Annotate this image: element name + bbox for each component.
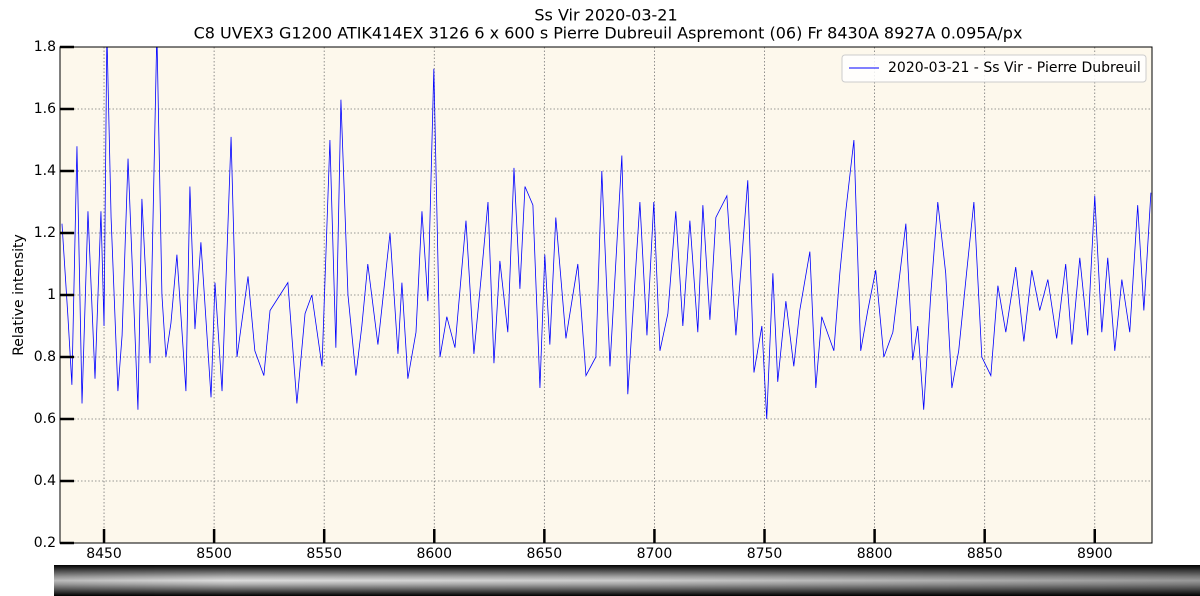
y-tick-label: 0.8 xyxy=(34,349,56,365)
x-tick-label: 8900 xyxy=(1077,546,1113,562)
y-axis-label: Relative intensity xyxy=(11,234,27,356)
x-tick-label: 8550 xyxy=(306,546,342,562)
chart-title: Ss Vir 2020-03-21 xyxy=(534,6,677,25)
x-tick-label: 8650 xyxy=(527,546,563,562)
y-tick-label: 1 xyxy=(47,287,56,303)
x-tick-label: 8850 xyxy=(967,546,1003,562)
spectrum-strip xyxy=(54,565,1200,596)
y-tick-label: 0.6 xyxy=(34,411,56,427)
x-tick-label: 8700 xyxy=(637,546,673,562)
legend-box xyxy=(841,54,1147,83)
x-tick-label: 8500 xyxy=(196,546,232,562)
y-tick-label: 0.4 xyxy=(34,473,56,489)
y-tick-label: 1.2 xyxy=(34,225,56,241)
data-line xyxy=(61,47,1152,420)
chart-subtitle: C8 UVEX3 G1200 ATIK414EX 3126 6 x 600 s … xyxy=(194,24,1023,43)
legend-label: 2020-03-21 - Ss Vir - Pierre Dubreuil xyxy=(888,60,1141,76)
strip-shade xyxy=(54,565,1200,596)
y-tick-label: 1.8 xyxy=(34,39,56,55)
y-tick-label: 1.6 xyxy=(34,101,56,117)
x-tick-label: 8600 xyxy=(416,546,452,562)
y-tick-label: 1.4 xyxy=(34,163,56,179)
legend: 2020-03-21 - Ss Vir - Pierre Dubreuil xyxy=(841,54,1147,83)
x-tick-label: 8800 xyxy=(857,546,893,562)
x-tick-label: 8450 xyxy=(86,546,122,562)
y-tick-label: 0.2 xyxy=(34,535,56,551)
x-tick-label: 8750 xyxy=(747,546,783,562)
